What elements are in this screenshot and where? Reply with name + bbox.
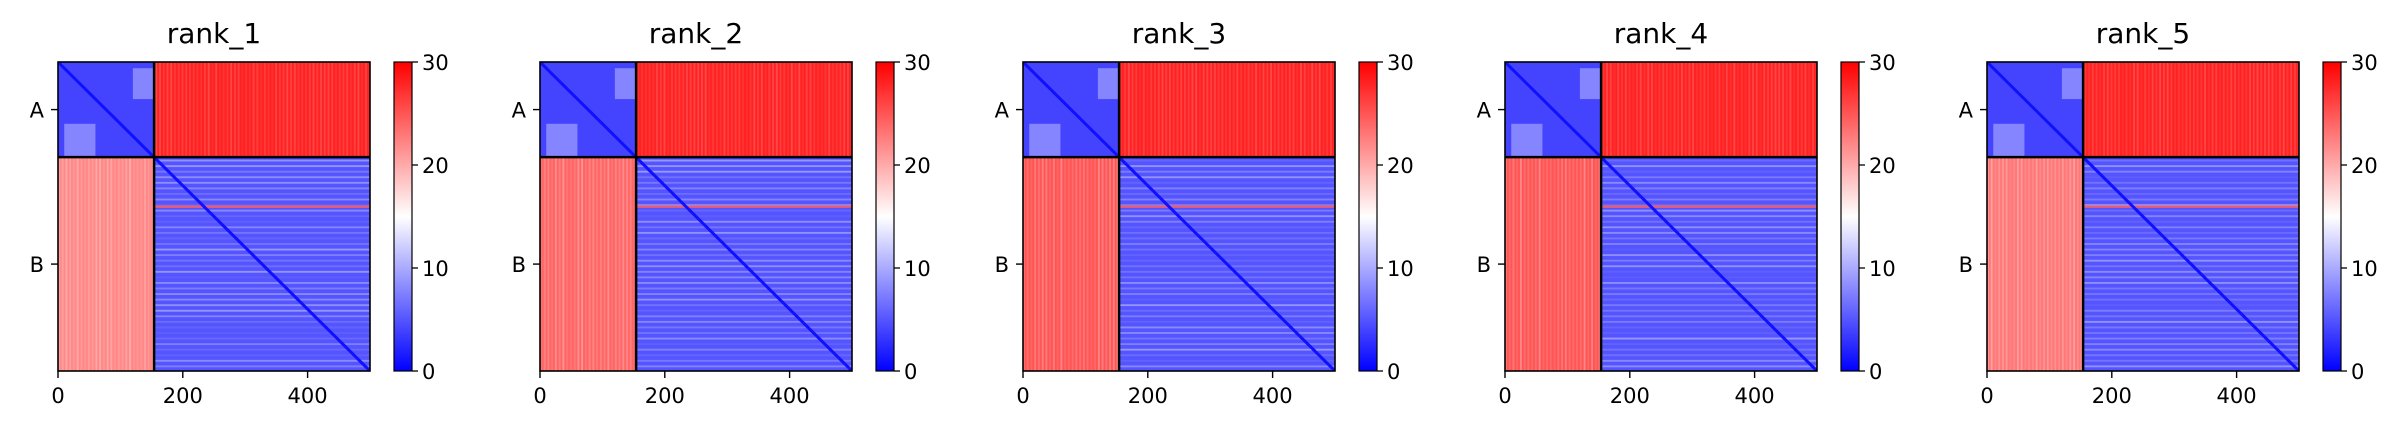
colorbar-tick-label: 20 (1869, 154, 1896, 178)
heatmap-frame (1986, 61, 2300, 372)
x-tick-label: 0 (533, 384, 546, 408)
diagonal (58, 62, 370, 371)
block-a-b (154, 62, 370, 158)
heatmap-cells (1023, 62, 1335, 371)
x-tick-label: 200 (163, 384, 203, 408)
colorbar-tick-label: 30 (1869, 51, 1896, 75)
colorbar-tick-label: 10 (2351, 257, 2378, 281)
pae-panel-2: rank_2 A B 0 200 400 0 10 20 30 (512, 17, 931, 408)
block-b-a (1023, 157, 1120, 371)
y-tick-label: A (995, 99, 1010, 123)
block-b-a (1987, 157, 2084, 371)
colorbar-tick-label: 20 (2351, 154, 2378, 178)
y-tick-label: B (1959, 253, 1973, 277)
x-tick-label: 400 (2217, 384, 2257, 408)
x-tick-label: 400 (288, 384, 328, 408)
block-b-a (58, 157, 155, 371)
block-a-b (1119, 62, 1335, 158)
y-tick-label: B (995, 253, 1009, 277)
colorbar-tick-label: 0 (1387, 360, 1400, 384)
heatmap-cells (1987, 62, 2299, 371)
panel-title: rank_2 (649, 17, 743, 50)
x-tick-label: 0 (51, 384, 64, 408)
x-tick-label: 0 (1498, 384, 1511, 408)
y-tick-label: B (1477, 253, 1491, 277)
panel-title: rank_3 (1132, 17, 1226, 50)
panel-title: rank_5 (2096, 17, 2190, 50)
y-tick-label: B (512, 253, 526, 277)
heatmap-frame (1504, 61, 1818, 372)
colorbar-tick-label: 0 (422, 360, 435, 384)
colorbar-tick-label: 10 (904, 257, 931, 281)
colorbar-tick-label: 30 (422, 51, 449, 75)
colorbar (393, 61, 413, 372)
x-tick-label: 400 (1735, 384, 1775, 408)
colorbar-tick-label: 0 (2351, 360, 2364, 384)
colorbar (1840, 61, 1860, 372)
heatmap-frame (1022, 61, 1336, 372)
panel-title: rank_4 (1614, 17, 1708, 50)
x-tick-label: 400 (1253, 384, 1293, 408)
diagonal (1987, 62, 2299, 371)
x-tick-label: 400 (770, 384, 810, 408)
colorbar-tick-label: 20 (422, 154, 449, 178)
y-tick-label: A (1959, 99, 1974, 123)
colorbar (2322, 61, 2342, 372)
colorbar-tick-label: 10 (1869, 257, 1896, 281)
pae-panel-5: rank_5 A B 0 200 400 0 10 20 30 (1959, 17, 2378, 408)
x-tick-label: 200 (2092, 384, 2132, 408)
x-tick-label: 0 (1016, 384, 1029, 408)
colorbar-tick-label: 0 (904, 360, 917, 384)
colorbar-tick-label: 10 (1387, 257, 1414, 281)
colorbar-tick-label: 30 (1387, 51, 1414, 75)
heatmap-cells (540, 62, 852, 371)
colorbar-tick-label: 30 (2351, 51, 2378, 75)
pae-panel-1: rank_1 A B 0 200 400 0 10 20 30 (30, 17, 449, 408)
heatmap-frame (539, 61, 853, 372)
colorbar (1358, 61, 1378, 372)
panel-title: rank_1 (167, 17, 261, 50)
y-tick-label: A (1477, 99, 1492, 123)
colorbar-tick-label: 0 (1869, 360, 1882, 384)
pae-panel-4: rank_4 A B 0 200 400 0 10 20 30 (1477, 17, 1896, 408)
heatmap-cells (58, 62, 370, 371)
block-a-b (2083, 62, 2299, 158)
y-tick-label: A (30, 99, 45, 123)
colorbar-tick-label: 20 (1387, 154, 1414, 178)
x-tick-label: 0 (1980, 384, 1993, 408)
colorbar (875, 61, 895, 372)
x-tick-label: 200 (1128, 384, 1168, 408)
block-b-a (1505, 157, 1602, 371)
heatmap-cells (1505, 62, 1817, 371)
x-tick-label: 200 (1610, 384, 1650, 408)
pae-panel-3: rank_3 A B 0 200 400 0 10 20 30 (995, 17, 1414, 408)
y-tick-label: B (30, 253, 44, 277)
colorbar-tick-label: 20 (904, 154, 931, 178)
y-tick-label: A (512, 99, 527, 123)
diagonal (540, 62, 852, 371)
colorbar-tick-label: 30 (904, 51, 931, 75)
block-a-b (636, 62, 852, 158)
block-a-b (1601, 62, 1817, 158)
diagonal (1023, 62, 1335, 371)
x-tick-label: 200 (645, 384, 685, 408)
diagonal (1505, 62, 1817, 371)
colorbar-tick-label: 10 (422, 257, 449, 281)
heatmap-frame (57, 61, 371, 372)
block-b-a (540, 157, 637, 371)
